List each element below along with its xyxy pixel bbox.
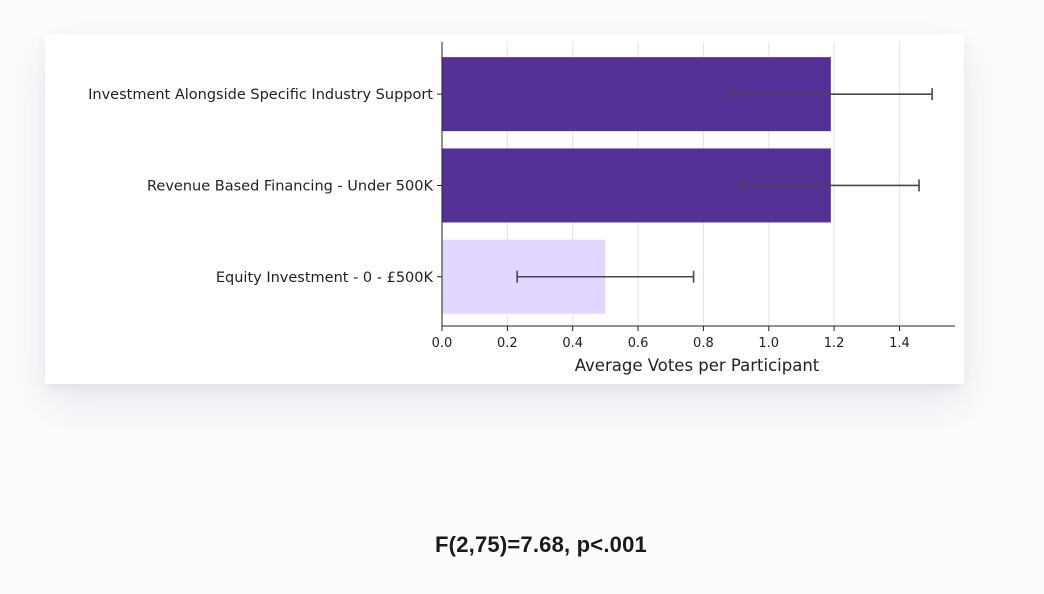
x-tick-label: 1.4: [889, 336, 910, 351]
x-tick-label: 0.0: [432, 336, 453, 351]
y-tick-label: Revenue Based Financing - Under 500K: [147, 178, 433, 194]
error-bar: [741, 179, 920, 192]
x-axis-label: Average Votes per Participant: [575, 356, 820, 375]
axes: [441, 42, 955, 327]
x-tick-labels: 0.0 0.2 0.4 0.6 0.8 1.0 1.2 1.4: [432, 326, 910, 351]
x-tick-label: 1.0: [758, 336, 779, 351]
x-tick-label: 0.6: [628, 336, 649, 351]
error-bar: [516, 270, 695, 283]
x-tick-label: 0.2: [497, 336, 518, 351]
x-tick-label: 0.8: [693, 336, 714, 351]
chart-card: Investment Alongside Specific Industry S…: [45, 34, 964, 384]
y-tick-label: Investment Alongside Specific Industry S…: [88, 87, 433, 103]
y-tick-label: Equity Investment - 0 - £500K: [216, 270, 434, 286]
statistic-caption: F(2,75)=7.68, p<.001: [435, 532, 647, 557]
x-tick-label: 0.4: [562, 336, 583, 351]
error-bars: [516, 88, 933, 283]
bar-chart: Investment Alongside Specific Industry S…: [88, 42, 955, 375]
error-bar: [728, 88, 933, 101]
x-tick-label: 1.2: [824, 336, 845, 351]
y-tick-labels: Investment Alongside Specific Industry S…: [88, 87, 442, 286]
